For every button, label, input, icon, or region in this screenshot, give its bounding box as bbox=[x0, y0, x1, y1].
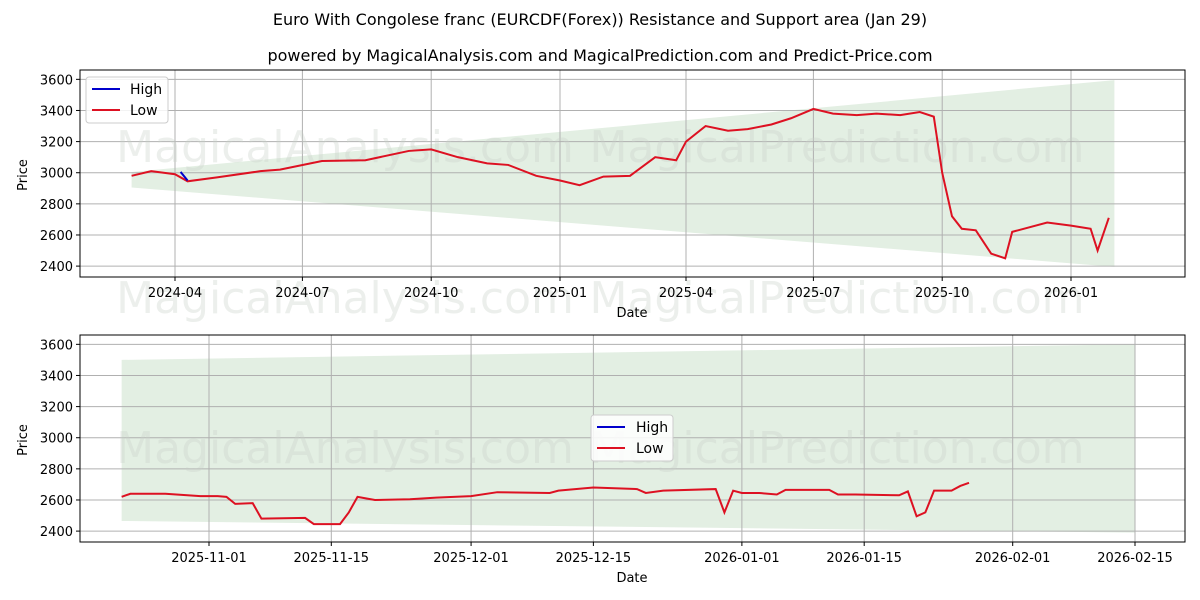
y-tick-label: 2400 bbox=[40, 260, 73, 275]
y-tick-label: 3400 bbox=[40, 104, 73, 119]
y-axis-label: Price bbox=[16, 424, 31, 456]
x-tick-label: 2024-10 bbox=[404, 286, 458, 301]
y-tick-label: 2600 bbox=[40, 229, 73, 244]
y-axis-ticks: 2400 2600 2800 3000 3200 3400 3600 bbox=[40, 338, 80, 540]
legend-high-label: High bbox=[636, 420, 668, 436]
x-tick-label: 2024-07 bbox=[275, 286, 329, 301]
legend-low-label: Low bbox=[130, 103, 158, 119]
x-tick-label: 2024-04 bbox=[148, 286, 202, 301]
x-axis-label: Date bbox=[616, 571, 647, 586]
watermark-left-lower: MagicalAnalysis.com bbox=[116, 273, 574, 324]
legend-low-label: Low bbox=[636, 441, 664, 457]
x-axis-label: Date bbox=[616, 306, 647, 321]
y-tick-label: 3000 bbox=[40, 167, 73, 182]
y-tick-label: 3600 bbox=[40, 73, 73, 88]
legend: High Low bbox=[85, 76, 169, 124]
watermark-right-lower: MagicalPrediction.com bbox=[590, 273, 1085, 324]
x-tick-label: 2026-02-15 bbox=[1097, 551, 1173, 566]
x-tick-label: 2025-11-01 bbox=[171, 551, 247, 566]
x-tick-label: 2025-01 bbox=[533, 286, 587, 301]
x-tick-label: 2025-04 bbox=[659, 286, 713, 301]
x-tick-label: 2026-02-01 bbox=[975, 551, 1051, 566]
chart-subtitle: powered by MagicalAnalysis.com and Magic… bbox=[267, 46, 933, 65]
legend-high-label: High bbox=[130, 82, 162, 98]
x-tick-label: 2026-01 bbox=[1044, 286, 1098, 301]
x-tick-label: 2025-12-01 bbox=[433, 551, 509, 566]
high-price-line bbox=[179, 171, 189, 182]
bottom-chart: MagicalAnalysis.com MagicalPrediction.co… bbox=[16, 334, 1186, 586]
y-tick-label: 2800 bbox=[40, 463, 73, 478]
low-price-line bbox=[121, 481, 970, 526]
y-tick-label: 3200 bbox=[40, 136, 73, 151]
low-price-line bbox=[131, 107, 1110, 260]
top-chart: MagicalAnalysis.com MagicalPrediction.co… bbox=[16, 69, 1186, 324]
grid-lines bbox=[80, 70, 1185, 277]
x-axis-ticks: 2024-04 2024-07 2024-10 2025-01 2025-04 2025-… bbox=[148, 277, 1098, 301]
y-axis-label: Price bbox=[16, 159, 31, 191]
y-tick-label: 2800 bbox=[40, 198, 73, 213]
x-tick-label: 2025-11-15 bbox=[294, 551, 370, 566]
y-tick-label: 3600 bbox=[40, 338, 73, 353]
support-resistance-band bbox=[131, 80, 1115, 267]
watermark-right: MagicalPrediction.com bbox=[590, 122, 1085, 173]
x-tick-label: 2026-01-15 bbox=[826, 551, 902, 566]
grid-lines bbox=[80, 335, 1185, 542]
y-tick-label: 2600 bbox=[40, 494, 73, 509]
y-tick-label: 3000 bbox=[40, 432, 73, 447]
y-tick-label: 3200 bbox=[40, 401, 73, 416]
y-axis-ticks: 2400 2600 2800 3000 3200 3400 3600 bbox=[40, 73, 80, 275]
x-tick-label: 2025-07 bbox=[786, 286, 840, 301]
legend: High Low bbox=[590, 414, 674, 462]
y-tick-label: 2400 bbox=[40, 525, 73, 540]
chart-title: Euro With Congolese franc (EURCDF(Forex)… bbox=[272, 10, 928, 29]
x-tick-label: 2026-01-01 bbox=[704, 551, 780, 566]
x-tick-label: 2025-12-15 bbox=[556, 551, 632, 566]
y-tick-label: 3400 bbox=[40, 369, 73, 384]
x-tick-label: 2025-10 bbox=[915, 286, 969, 301]
watermark-left: MagicalAnalysis.com bbox=[116, 423, 574, 474]
x-axis-ticks: 2025-11-01 2025-11-15 2025-12-01 2025-12-15… bbox=[171, 542, 1173, 566]
